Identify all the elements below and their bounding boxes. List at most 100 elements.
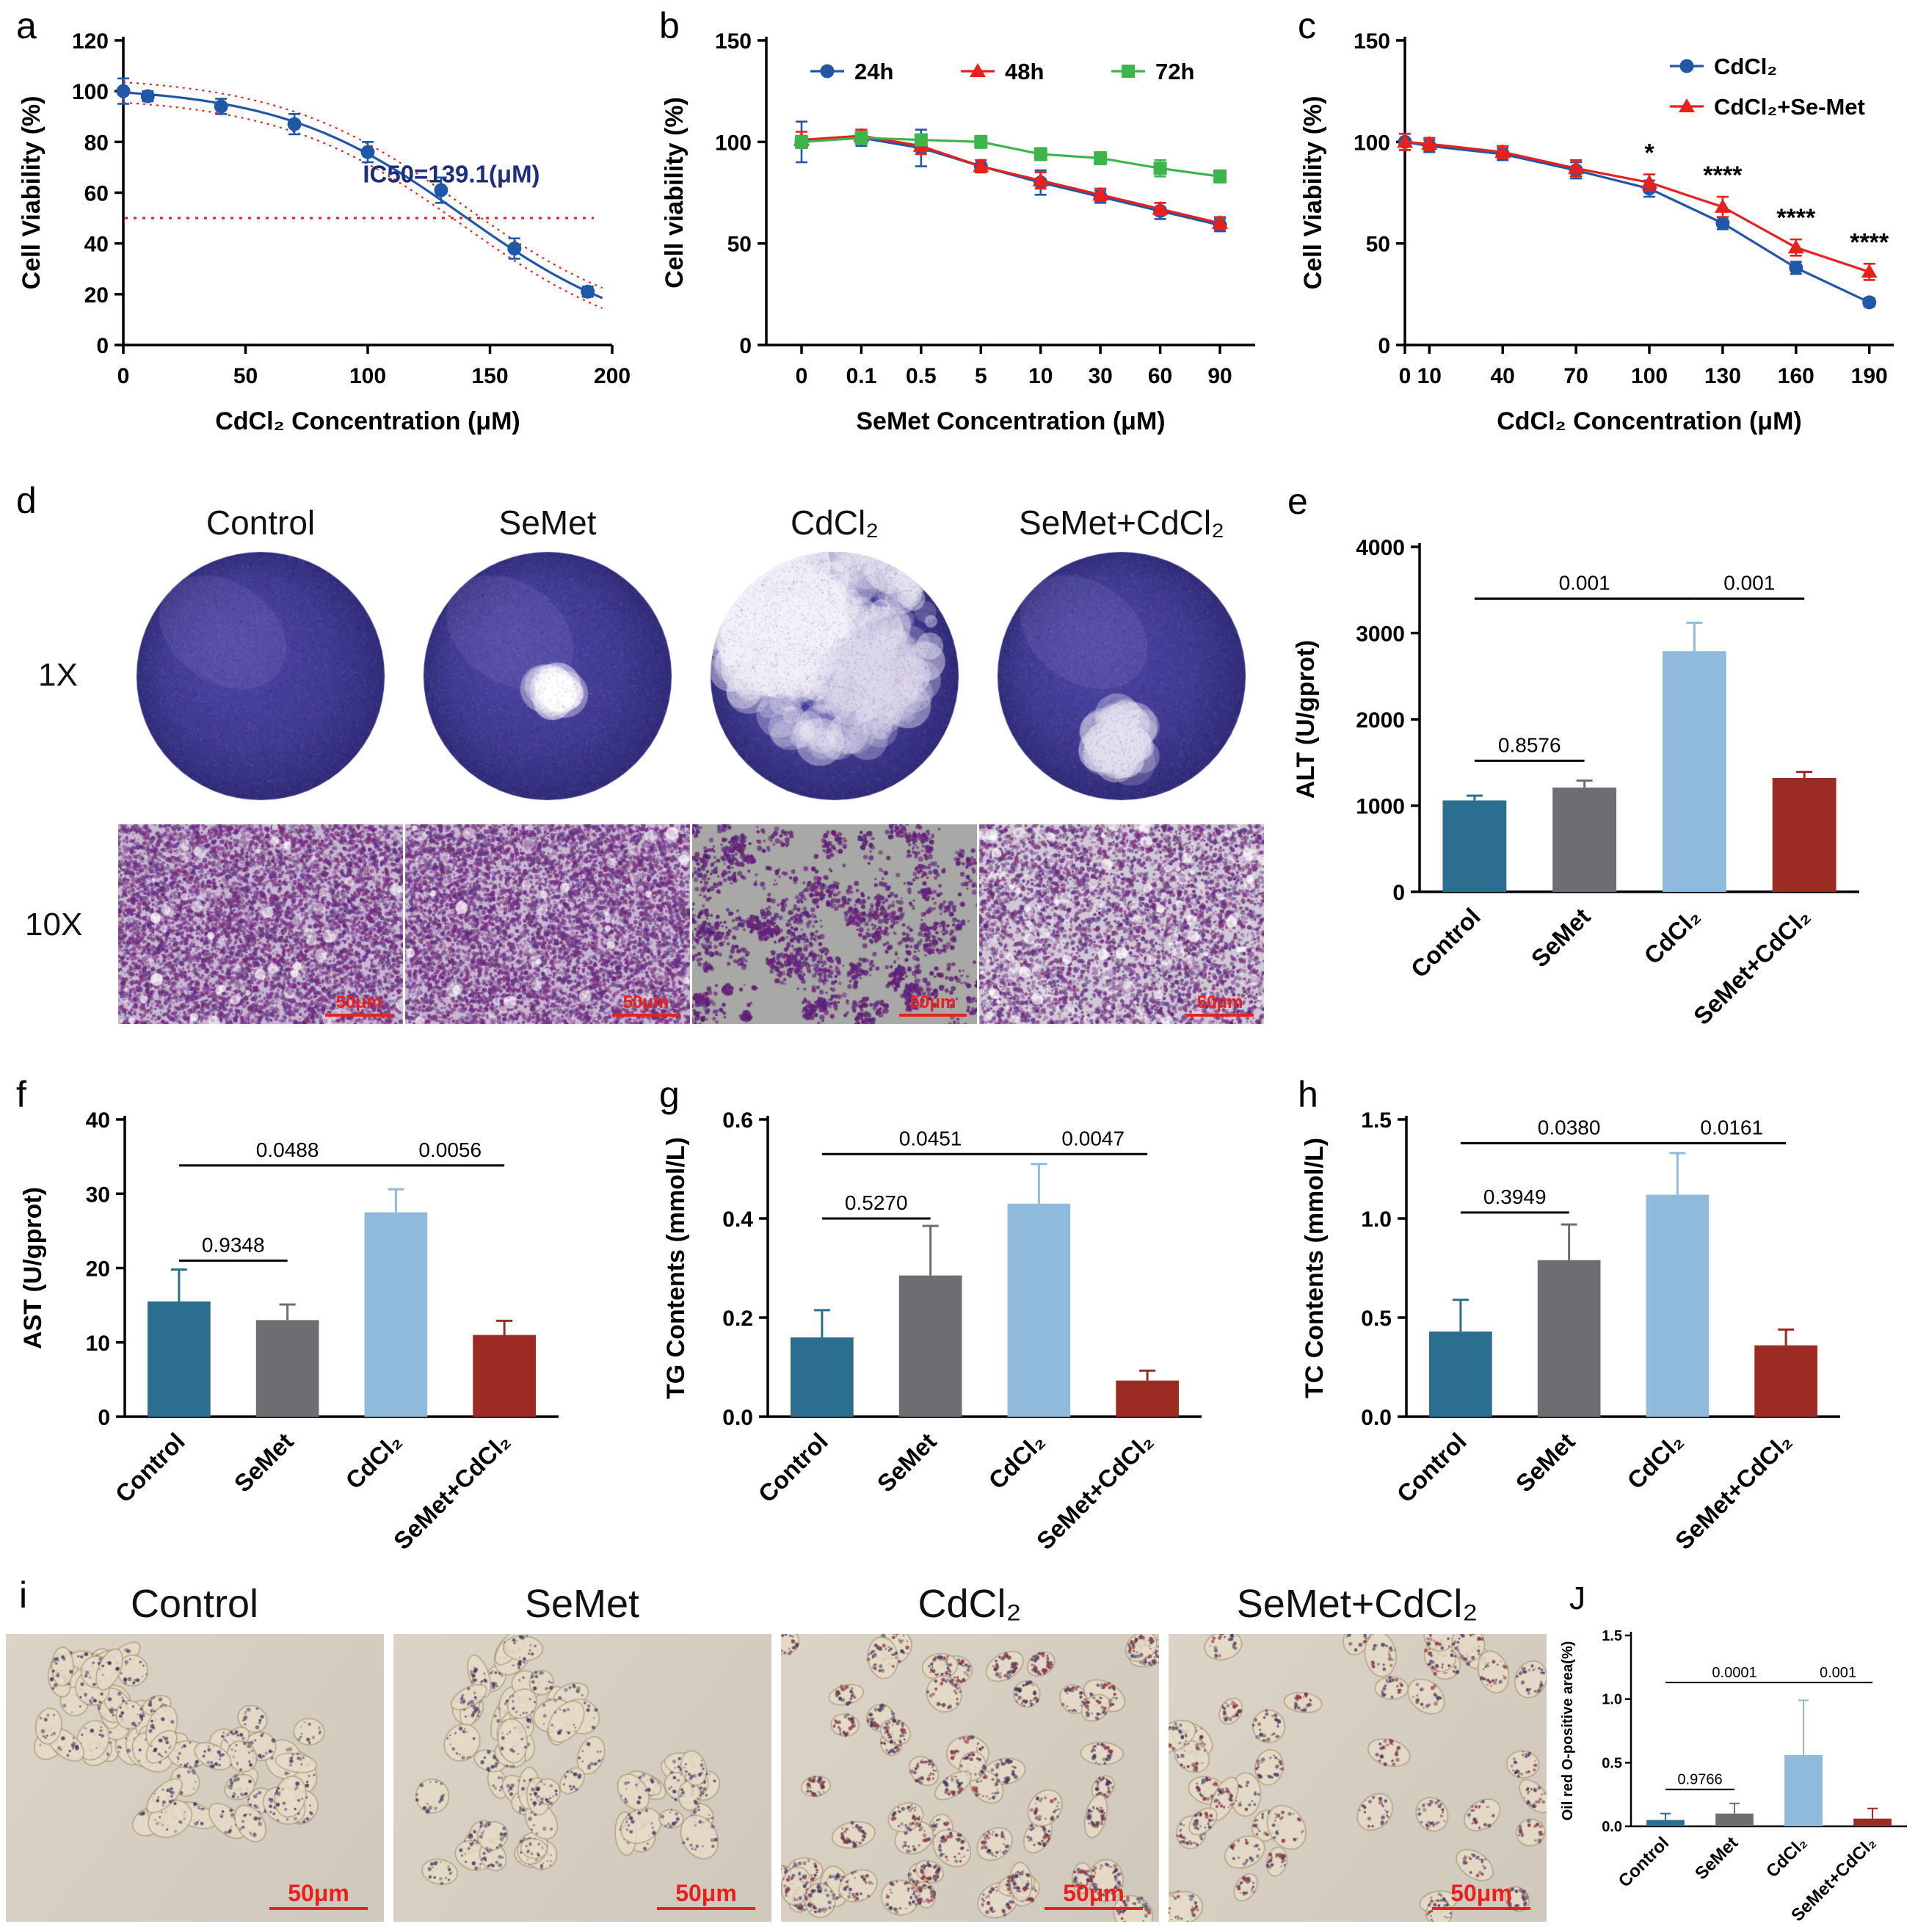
svg-text:1000: 1000: [1356, 795, 1405, 819]
svg-text:Control: Control: [1406, 903, 1486, 983]
svg-text:190: 190: [1851, 364, 1888, 388]
svg-text:0.5: 0.5: [906, 364, 937, 388]
panel-letter-d: d: [16, 480, 37, 521]
svg-text:****: ****: [1703, 161, 1743, 189]
svg-text:70: 70: [1563, 364, 1588, 388]
svg-text:20: 20: [86, 1257, 110, 1282]
svg-text:CdCl₂: CdCl₂: [1621, 1428, 1688, 1495]
svg-text:AST (U/gprot): AST (U/gprot): [19, 1187, 47, 1349]
svg-text:0: 0: [98, 1406, 110, 1430]
svg-text:0.0056: 0.0056: [418, 1138, 482, 1161]
svg-text:0.5: 0.5: [1602, 1755, 1622, 1771]
panel-g: g 0.0 0.2 0.4 0.6 0.5270 0.0451 0.0047 Control S…: [650, 1072, 1286, 1575]
micrograph-canvas: [692, 824, 977, 1024]
svg-text:CdCl₂ Concentration (μM): CdCl₂ Concentration (μM): [215, 407, 520, 435]
panel-letter-i: i: [19, 1575, 28, 1616]
svg-text:SeMet: SeMet: [229, 1428, 299, 1497]
svg-text:200: 200: [594, 364, 631, 388]
oil-red-canvas: [1169, 1634, 1547, 1922]
scale-bar: 50μm: [612, 994, 680, 1017]
svg-text:50: 50: [1366, 233, 1390, 257]
panel-i: i Control SeMet CdCl₂ SeMet+CdCl₂ 50μm 5…: [0, 1577, 1555, 1932]
svg-text:100: 100: [1631, 364, 1668, 388]
scale-bar: 50μm: [1045, 1881, 1143, 1910]
svg-text:40: 40: [1491, 364, 1515, 388]
svg-text:0: 0: [1378, 334, 1390, 358]
panel-j: J 0.0 0.5 1.0 1.5 0.9766 0.0001 0.001 Control Se…: [1556, 1577, 1929, 1932]
svg-text:IC50=139.1(μM): IC50=139.1(μM): [363, 161, 540, 188]
svg-text:1.0: 1.0: [1602, 1692, 1622, 1708]
group-label-semet-cdcl2: SeMet+CdCl₂: [1236, 1582, 1478, 1626]
crystal-violet-well-control: [135, 551, 386, 802]
svg-text:4000: 4000: [1356, 536, 1405, 560]
scale-bar-line: [1186, 1014, 1254, 1017]
svg-text:0: 0: [117, 364, 130, 388]
panel-d: d Control SeMet CdCl₂ SeMet+CdCl₂ 1X 10X…: [7, 481, 1266, 1053]
svg-text:SeMet: SeMet: [872, 1428, 942, 1497]
svg-text:SeMet+CdCl₂: SeMet+CdCl₂: [1688, 903, 1815, 1030]
oil-red-image-cdcl2: 50μm: [781, 1634, 1159, 1922]
svg-text:0.001: 0.001: [1820, 1665, 1856, 1681]
svg-text:30: 30: [86, 1183, 110, 1207]
scale-bar: 50μm: [269, 1881, 368, 1910]
chart-h-tc: 0.0 0.5 1.0 1.5 0.3949 0.0380 0.0161 Control SeM…: [1301, 1108, 1840, 1555]
group-label-semet: SeMet: [524, 1582, 640, 1626]
svg-text:Oil red O-positive area(%): Oil red O-positive area(%): [1560, 1641, 1576, 1821]
panel-h: h 0.0 0.5 1.0 1.5 0.3949 0.0380 0.0161 Control S…: [1289, 1072, 1925, 1575]
svg-text:CdCl₂: CdCl₂: [1714, 54, 1777, 79]
svg-text:CdCl₂: CdCl₂: [1762, 1833, 1811, 1881]
svg-text:Cell Viability (%): Cell Viability (%): [18, 96, 46, 290]
scale-bar-line: [325, 1014, 393, 1017]
svg-text:100: 100: [349, 364, 386, 388]
group-label-cdcl2: CdCl₂: [790, 504, 879, 542]
svg-text:0: 0: [1399, 364, 1412, 388]
svg-text:0.0001: 0.0001: [1712, 1665, 1757, 1681]
svg-text:****: ****: [1776, 204, 1816, 232]
svg-text:ALT (U/gprot): ALT (U/gprot): [1292, 640, 1320, 799]
scale-bar: 50μm: [1432, 1881, 1530, 1910]
scale-bar-label: 50μm: [288, 1880, 349, 1906]
chart-a-cdcl2-dose-response: 0 20 40 60 80 100 120 0 50 100 150 200 CdCl₂ Concent…: [18, 29, 631, 435]
svg-text:TC Contents (mmol/L): TC Contents (mmol/L): [1301, 1138, 1329, 1398]
magnification-10x-label: 10X: [25, 907, 83, 943]
svg-text:80: 80: [84, 131, 109, 155]
svg-text:0.0: 0.0: [1602, 1819, 1622, 1835]
scale-bar-label: 50μm: [1196, 992, 1243, 1012]
svg-text:0.4: 0.4: [722, 1208, 753, 1232]
svg-text:Control: Control: [110, 1428, 190, 1508]
svg-text:CdCl₂: CdCl₂: [340, 1428, 407, 1495]
svg-text:30: 30: [1088, 364, 1112, 388]
scale-bar-label: 50μm: [909, 992, 956, 1012]
scale-bar-label: 50μm: [1450, 1880, 1512, 1906]
svg-text:CdCl₂ Concentration (μM): CdCl₂ Concentration (μM): [1497, 407, 1802, 435]
oil-red-canvas: [781, 1634, 1159, 1922]
panel-f: f 0 10 20 30 40 0.9348 0.0488 0.0056 Control SeMe…: [7, 1072, 643, 1575]
svg-text:0.0451: 0.0451: [899, 1127, 962, 1150]
micrograph-canvas: [118, 824, 403, 1024]
panel-b: b 0 50 100 150 0 0.1 0.5 5 10 30 60 90 SeMet Concent…: [650, 0, 1286, 473]
svg-text:0: 0: [1392, 881, 1405, 905]
panel-letter-e: e: [1287, 481, 1308, 522]
svg-text:2000: 2000: [1356, 708, 1405, 733]
micrograph-canvas: [979, 824, 1264, 1024]
panel-letter-j: J: [1569, 1580, 1585, 1616]
svg-text:0.001: 0.001: [1723, 572, 1775, 595]
chart-g-tg: 0.0 0.2 0.4 0.6 0.5270 0.0451 0.0047 Control SeM…: [662, 1108, 1202, 1555]
svg-text:0.0047: 0.0047: [1061, 1127, 1125, 1150]
scale-bar-line: [1045, 1907, 1143, 1910]
micrograph-canvas: [405, 824, 690, 1024]
svg-text:TG Contents (mmol/L): TG Contents (mmol/L): [662, 1137, 690, 1399]
svg-text:CdCl₂: CdCl₂: [983, 1428, 1050, 1495]
svg-text:0.2: 0.2: [722, 1307, 753, 1331]
crystal-violet-well-semet-cdcl2: [996, 551, 1247, 802]
svg-text:CdCl₂: CdCl₂: [1638, 903, 1705, 970]
svg-text:100: 100: [72, 80, 109, 104]
svg-text:0.5270: 0.5270: [845, 1191, 908, 1214]
scale-bar-label: 50μm: [675, 1880, 737, 1906]
micrograph-10x-semet: 50μm: [405, 824, 690, 1024]
svg-text:0.5: 0.5: [1361, 1307, 1392, 1331]
group-label-control: Control: [206, 504, 316, 542]
svg-text:CdCl₂+Se-Met: CdCl₂+Se-Met: [1714, 94, 1865, 120]
micrograph-10x-control: 50μm: [118, 824, 403, 1024]
